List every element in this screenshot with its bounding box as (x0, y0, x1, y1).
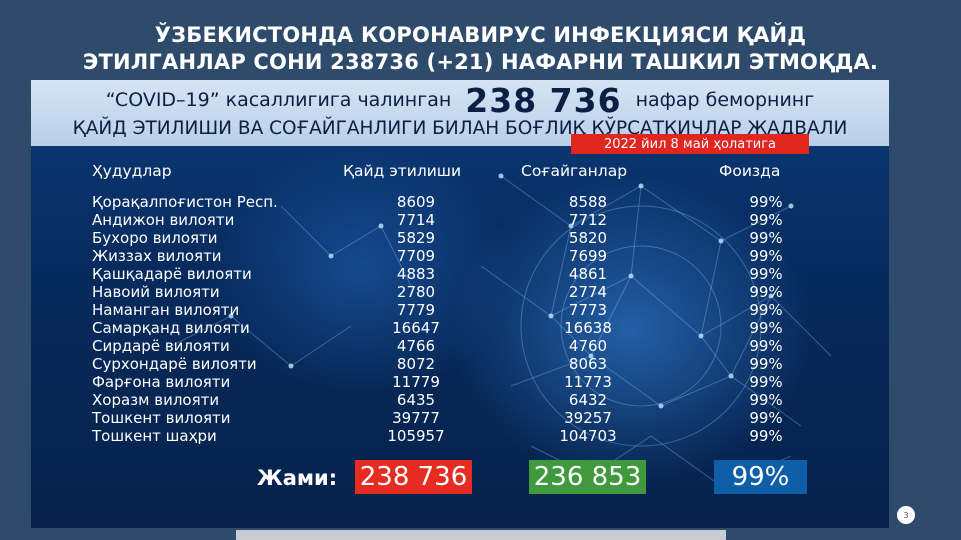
total-label: Жами: (257, 466, 338, 490)
recovered-count: 16638 (564, 319, 612, 337)
total-recovered-box: 236 853 (529, 460, 646, 494)
recovered-count: 7699 (568, 247, 608, 265)
table-row: Хоразм вилояти 6435 6432 99% (31, 391, 889, 409)
registered-count: 11779 (392, 373, 440, 391)
recovered-count: 6432 (568, 391, 608, 409)
recovery-percent: 99% (749, 229, 783, 247)
region-name: Қашқадарё вилояти (92, 265, 252, 283)
region-name: Самарқанд вилояти (92, 319, 250, 337)
page-number-badge: 3 (897, 506, 915, 524)
recovery-percent: 99% (749, 283, 783, 301)
recovered-count: 39257 (564, 409, 612, 427)
recovery-percent: 99% (749, 193, 783, 211)
recovery-percent: 99% (749, 337, 783, 355)
region-name: Сурхондарё вилояти (92, 355, 257, 373)
total-registered-box: 238 736 (355, 460, 472, 494)
infographic-panel: “COVID–19” касаллигига чалинган 238 736 … (31, 80, 889, 528)
recovery-percent: 99% (749, 391, 783, 409)
region-name: Тошкент вилояти (92, 409, 231, 427)
recovered-count: 5820 (568, 229, 608, 247)
region-name: Қорақалпоғистон Респ. (92, 193, 278, 211)
table-row: Навоий вилояти 2780 2774 99% (31, 283, 889, 301)
recovery-percent: 99% (749, 319, 783, 337)
header-recovered: Соғайганлар (521, 162, 628, 180)
date-badge: 2022 йил 8 май ҳолатига (571, 134, 809, 154)
table-row: Қашқадарё вилояти 4883 4861 99% (31, 265, 889, 283)
slide-title-line2: ЭТИЛГАНЛАР СОНИ 238736 (+21) НАФАРНИ ТАШ… (82, 50, 879, 74)
registered-count: 6435 (396, 391, 436, 409)
banner-prefix: “COVID–19” касаллигига чалинган (105, 89, 452, 111)
registered-count: 7709 (396, 247, 436, 265)
recovery-percent: 99% (749, 247, 783, 265)
region-name: Тошкент шаҳри (92, 427, 217, 445)
recovered-count: 7773 (568, 301, 608, 319)
table-row: Фарғона вилояти 11779 11773 99% (31, 373, 889, 391)
region-name: Наманган вилояти (92, 301, 240, 319)
table-row: Қорақалпоғистон Респ. 8609 8588 99% (31, 193, 889, 211)
registered-count: 39777 (392, 409, 440, 427)
bottom-bar (236, 530, 726, 540)
table-row: Жиззах вилояти 7709 7699 99% (31, 247, 889, 265)
recovery-percent: 99% (749, 373, 783, 391)
table-row: Тошкент шаҳри 105957 104703 99% (31, 427, 889, 445)
banner-subtitle: ҚАЙД ЭТИЛИШИ ВА СОҒАЙГАНЛИГИ БИЛАН БОҒЛИ… (72, 118, 848, 139)
recovered-count: 104703 (559, 427, 617, 445)
recovery-percent: 99% (749, 265, 783, 283)
banner-line1: “COVID–19” касаллигига чалинган 238 736 … (31, 81, 889, 120)
recovered-count: 4760 (568, 337, 608, 355)
registered-count: 4766 (396, 337, 436, 355)
recovered-count: 11773 (564, 373, 612, 391)
recovered-count: 8588 (568, 193, 608, 211)
region-name: Сирдарё вилояти (92, 337, 230, 355)
registered-count: 4883 (396, 265, 436, 283)
total-percent-box: 99% (714, 460, 807, 494)
recovered-count: 7712 (568, 211, 608, 229)
registered-count: 7779 (396, 301, 436, 319)
registered-count: 8609 (396, 193, 436, 211)
region-name: Жиззах вилояти (92, 247, 222, 265)
registered-count: 8072 (396, 355, 436, 373)
slide-title: ЎЗБЕКИСТОНДА КОРОНАВИРУС ИНФЕКЦИЯСИ ҚАЙД… (0, 22, 961, 76)
registered-count: 105957 (387, 427, 445, 445)
registered-count: 7714 (396, 211, 436, 229)
header-registered: Қайд этилиши (343, 162, 462, 180)
region-name: Хоразм вилояти (92, 391, 220, 409)
registered-count: 2780 (396, 283, 436, 301)
table-row: Наманган вилояти 7779 7773 99% (31, 301, 889, 319)
recovered-count: 4861 (568, 265, 608, 283)
region-name: Бухоро вилояти (92, 229, 218, 247)
header-region: Ҳудудлар (92, 162, 172, 180)
registered-count: 5829 (396, 229, 436, 247)
recovery-percent: 99% (749, 355, 783, 373)
recovered-count: 8063 (568, 355, 608, 373)
registered-count: 16647 (392, 319, 440, 337)
recovery-percent: 99% (749, 427, 783, 445)
slide-title-line1: ЎЗБЕКИСТОНДА КОРОНАВИРУС ИНФЕКЦИЯСИ ҚАЙД (154, 23, 807, 47)
table-row: Сурхондарё вилояти 8072 8063 99% (31, 355, 889, 373)
banner-total-number: 238 736 (465, 80, 622, 120)
banner-suffix: нафар беморнинг (635, 89, 815, 111)
header-percent: Фоизда (719, 162, 781, 180)
recovery-percent: 99% (749, 409, 783, 427)
recovered-count: 2774 (568, 283, 608, 301)
table-row: Бухоро вилояти 5829 5820 99% (31, 229, 889, 247)
region-name: Фарғона вилояти (92, 373, 231, 391)
table-row: Сирдарё вилояти 4766 4760 99% (31, 337, 889, 355)
region-name: Навоий вилояти (92, 283, 220, 301)
region-name: Андижон вилояти (92, 211, 235, 229)
recovery-percent: 99% (749, 301, 783, 319)
table-row: Самарқанд вилояти 16647 16638 99% (31, 319, 889, 337)
table-row: Тошкент вилояти 39777 39257 99% (31, 409, 889, 427)
recovery-percent: 99% (749, 211, 783, 229)
table-row: Андижон вилояти 7714 7712 99% (31, 211, 889, 229)
